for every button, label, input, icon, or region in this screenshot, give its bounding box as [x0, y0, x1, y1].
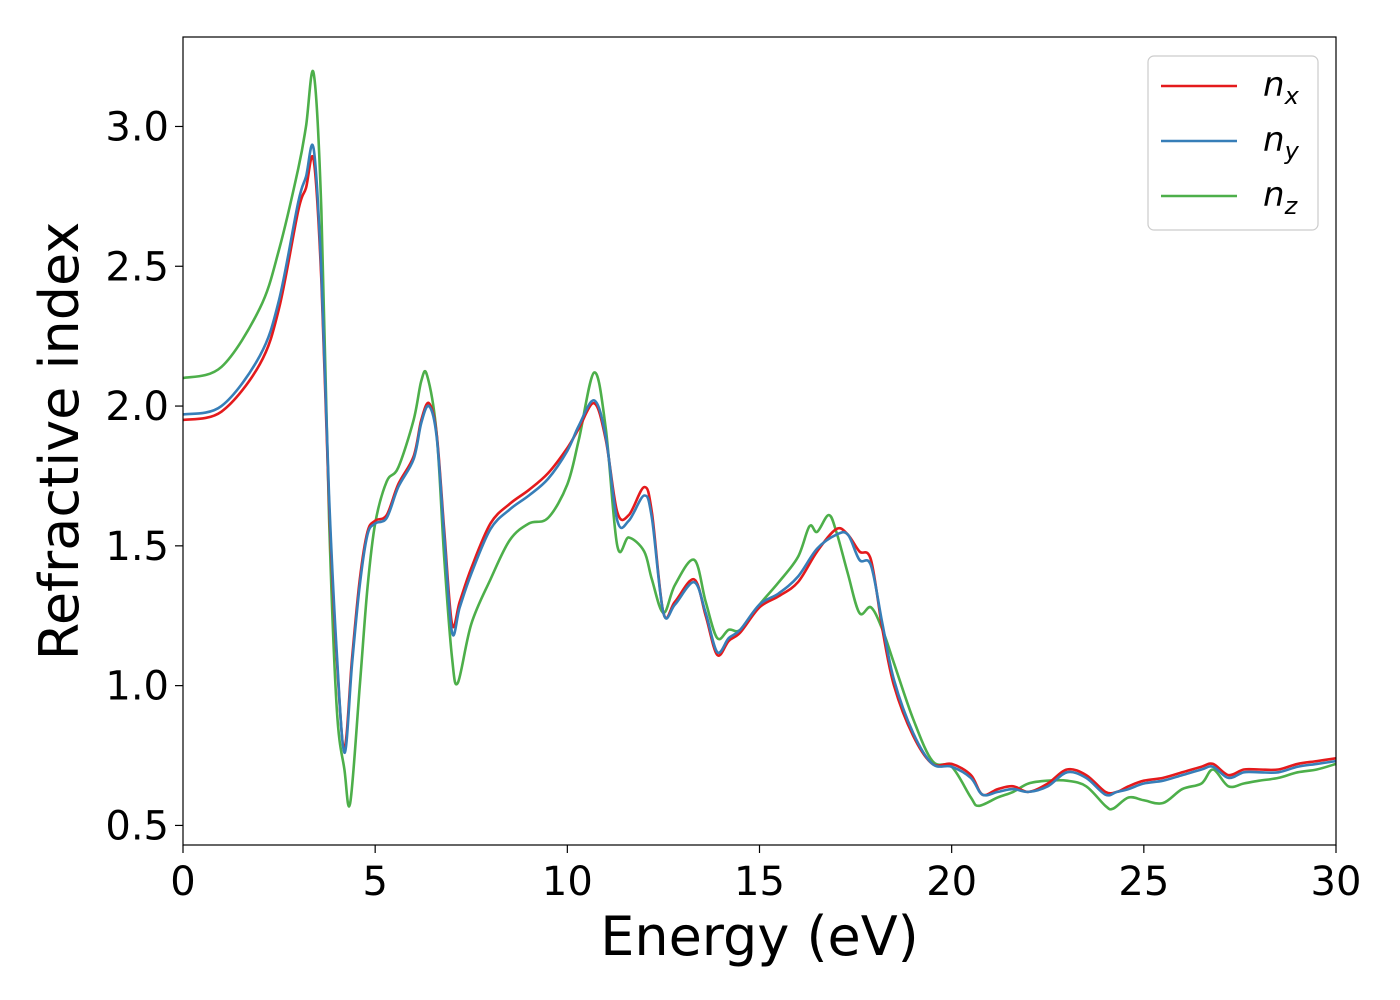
series-line-x: [183, 155, 1336, 797]
series-line-z: [183, 69, 1336, 811]
x-tick-label: 20: [926, 859, 977, 905]
series-layer: [183, 69, 1336, 811]
legend-box: [1147, 55, 1319, 231]
series-line-y: [183, 143, 1336, 797]
x-axis-label: Energy (eV): [600, 905, 919, 968]
x-tick-label: 30: [1311, 859, 1362, 905]
legend-label-x: nx: [1263, 65, 1300, 110]
x-tick-label: 25: [1118, 859, 1169, 905]
y-tick-label: 1.5: [105, 524, 169, 570]
x-axis-ticks: 0 5 10 15 20 25 30: [170, 845, 1361, 905]
y-axis-ticks: 0.5 1.0 1.5 2.0 2.5 3.0: [105, 104, 183, 849]
x-tick-label: 15: [734, 859, 785, 905]
y-tick-label: 0.5: [105, 803, 169, 849]
y-tick-label: 2.0: [105, 384, 169, 430]
legend-label-z: nz: [1263, 175, 1299, 220]
legend: nx ny nz: [1147, 55, 1319, 231]
x-tick-label: 0: [170, 859, 195, 905]
y-tick-label: 1.0: [105, 664, 169, 710]
y-tick-label: 2.5: [105, 244, 169, 290]
legend-label-y: ny: [1263, 120, 1300, 165]
x-tick-label: 5: [362, 859, 387, 905]
x-tick-label: 10: [542, 859, 593, 905]
y-tick-label: 3.0: [105, 104, 169, 150]
y-axis-label: Refractive index: [28, 222, 91, 661]
